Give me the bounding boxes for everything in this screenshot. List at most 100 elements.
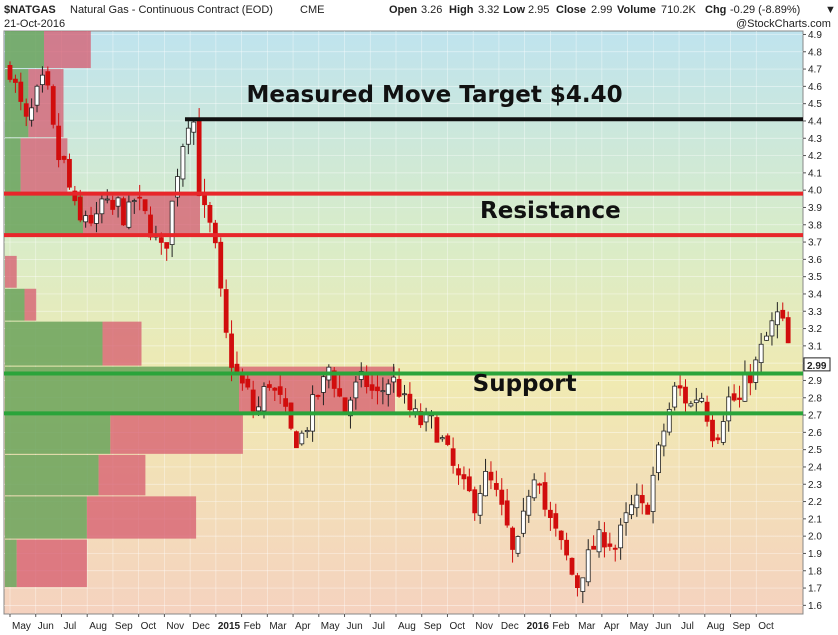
candle-body — [629, 504, 634, 516]
y-tick-label: 4.2 — [808, 151, 822, 162]
candle-body — [472, 489, 478, 514]
candle-body — [45, 71, 51, 86]
candle-body — [385, 383, 391, 395]
vbp-down-bar — [24, 288, 37, 321]
y-tick-label: 1.6 — [808, 601, 822, 612]
candle-body — [272, 387, 278, 391]
x-tick-label: Jun — [655, 621, 671, 632]
y-tick-label: 4.9 — [808, 30, 822, 41]
x-tick-label: Jun — [38, 621, 54, 632]
y-tick-label: 2.5 — [808, 445, 822, 456]
annotation-2: Support — [473, 371, 577, 397]
candle-body — [450, 448, 456, 466]
x-tick-label: Feb — [244, 621, 262, 632]
header-low: 2.95 — [528, 4, 549, 16]
candle-body — [531, 479, 537, 499]
candle-body — [207, 204, 213, 223]
vbp-up-bar — [5, 321, 103, 366]
vbp-down-bar — [86, 496, 197, 539]
candle-body — [715, 437, 721, 441]
candle-body — [547, 509, 553, 518]
candle-body — [737, 397, 742, 400]
y-tick-label: 2.0 — [808, 532, 822, 543]
candle-body — [656, 444, 661, 474]
y-tick-label: 4.7 — [808, 65, 822, 76]
x-tick-label: Mar — [578, 621, 596, 632]
candle-body — [585, 549, 591, 583]
y-tick-label: 1.7 — [808, 584, 822, 595]
header-watermark: @StockCharts.com — [736, 18, 831, 30]
candle-body — [342, 397, 348, 413]
candle-body — [331, 370, 337, 389]
candle-body — [131, 200, 137, 202]
header-high: 3.32 — [478, 4, 499, 16]
candle-body — [731, 393, 737, 401]
header-volume: 710.2K — [661, 4, 697, 16]
candle-body — [29, 107, 35, 121]
candle-body — [142, 199, 148, 212]
candle-body — [245, 378, 251, 388]
candle-body — [769, 320, 775, 337]
candle-body — [94, 213, 99, 224]
candle-body — [726, 396, 732, 422]
y-tick-label: 4.4 — [808, 116, 822, 127]
x-tick-label: 2015 — [218, 621, 241, 632]
candle-body — [67, 158, 72, 188]
candle-body — [158, 237, 164, 243]
candle-body — [126, 201, 132, 228]
candle-body — [645, 504, 651, 515]
y-tick-label: 2.6 — [808, 428, 822, 439]
candle-body — [266, 384, 272, 388]
header-date: 21-Oct-2016 — [4, 18, 65, 30]
x-tick-label: Oct — [141, 621, 157, 632]
x-tick-label: May — [630, 621, 649, 632]
y-tick-label: 3.4 — [808, 289, 822, 300]
candle-body — [348, 399, 353, 417]
candle-body — [553, 513, 559, 529]
y-tick-label: 2.3 — [808, 480, 822, 491]
candle-body — [439, 437, 445, 440]
candle-body — [434, 417, 440, 443]
y-tick-label: 2.1 — [808, 514, 822, 525]
candle-body — [277, 386, 283, 395]
x-tick-label: Aug — [707, 621, 725, 632]
y-tick-label: 4.6 — [808, 82, 822, 93]
vbp-up-bar — [5, 288, 25, 321]
candle-body — [510, 527, 515, 550]
vbp-down-bar — [98, 454, 146, 496]
candle-body — [596, 529, 602, 553]
x-tick-label: Apr — [604, 621, 620, 632]
y-tick-label: 2.4 — [808, 462, 822, 473]
candle-body — [688, 403, 694, 407]
candle-body — [526, 495, 532, 516]
candle-body — [537, 483, 542, 486]
annotation-0: Measured Move Target $4.40 — [246, 82, 622, 108]
y-tick-label: 3.9 — [808, 203, 822, 214]
y-tick-label: 4.5 — [808, 99, 822, 110]
candle-body — [283, 398, 288, 407]
candle-body — [683, 386, 688, 404]
candle-body — [212, 222, 218, 244]
candle-body — [580, 577, 586, 592]
y-tick-label: 1.8 — [808, 566, 822, 577]
vbp-up-bar — [5, 31, 44, 69]
x-tick-label: Sep — [733, 621, 751, 632]
candle-body — [121, 198, 126, 226]
candle-body — [396, 378, 402, 397]
y-tick-label: 4.0 — [808, 186, 822, 197]
candle-body — [40, 74, 45, 86]
header-open-label: Open — [389, 4, 417, 16]
vbp-down-bar — [102, 321, 142, 366]
candle-body — [753, 359, 759, 383]
candle-body — [720, 421, 726, 443]
candle-body — [488, 471, 494, 481]
x-tick-label: May — [12, 621, 31, 632]
candle-body — [569, 557, 575, 575]
candle-body — [175, 176, 180, 198]
candle-body — [234, 363, 240, 373]
candle-body — [591, 545, 597, 550]
candle-body — [747, 375, 753, 384]
vbp-up-bar — [5, 454, 99, 496]
candle-body — [13, 78, 18, 83]
